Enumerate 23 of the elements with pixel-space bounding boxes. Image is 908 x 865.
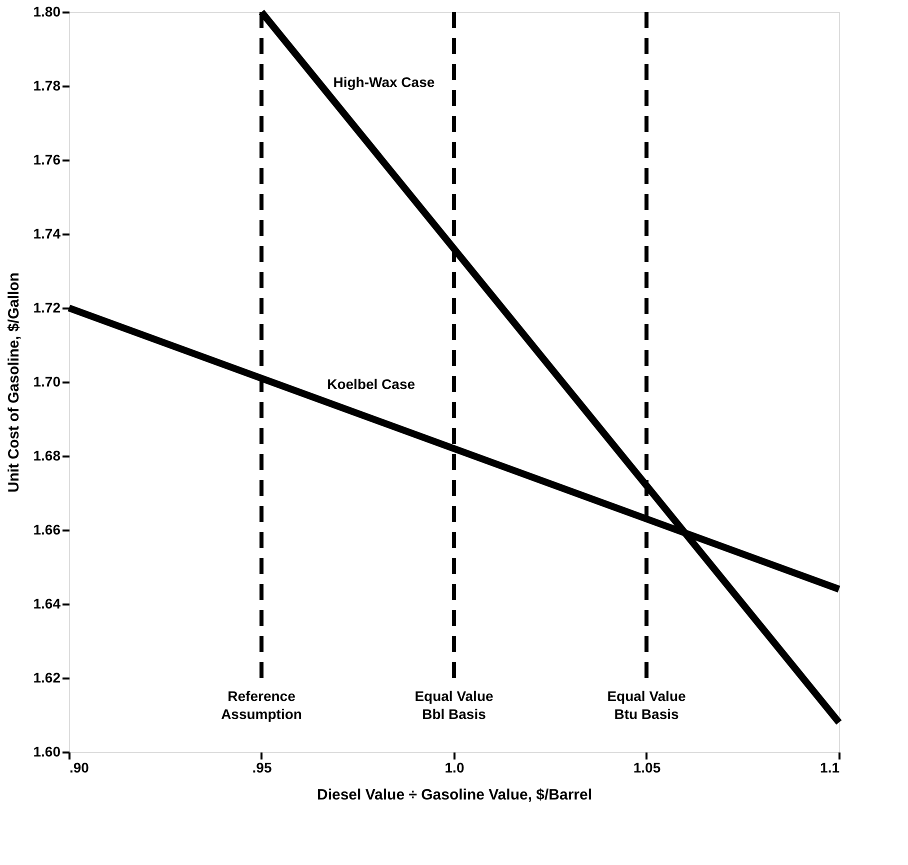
x-tick-label: 1.0 — [444, 760, 464, 776]
ref-line-label: Equal Value Bbl Basis — [414, 688, 494, 722]
y-tick-label: 1.74 — [33, 226, 61, 242]
y-tick-label: 1.68 — [33, 448, 61, 464]
x-tick-label: .95 — [252, 760, 272, 776]
y-tick-label: 1.66 — [33, 522, 61, 538]
y-tick-label: 1.76 — [33, 152, 61, 168]
x-tick-label: .90 — [70, 760, 90, 776]
ref-line-label: Reference Assumption — [221, 688, 302, 722]
y-axis-title: Unit Cost of Gasoline, $/Gallon — [5, 272, 22, 493]
y-tick-label: 1.72 — [33, 300, 61, 316]
x-tick-label: 1.05 — [633, 760, 661, 776]
x-axis-title: Diesel Value ÷ Gasoline Value, $/Barrel — [316, 786, 592, 804]
y-tick-label: 1.60 — [33, 744, 61, 760]
ref-line-label: Equal Value Btu Basis — [607, 688, 686, 722]
series-label: High-Wax Case — [333, 74, 435, 90]
series-label: Koelbel Case — [327, 376, 416, 392]
y-tick-label: 1.78 — [33, 78, 61, 94]
y-tick-label: 1.70 — [33, 374, 61, 390]
y-tick-label: 1.62 — [33, 670, 61, 686]
y-tick-label: 1.64 — [33, 596, 61, 612]
y-tick-label: 1.80 — [33, 4, 61, 20]
x-tick-label: 1.1 — [820, 760, 840, 776]
